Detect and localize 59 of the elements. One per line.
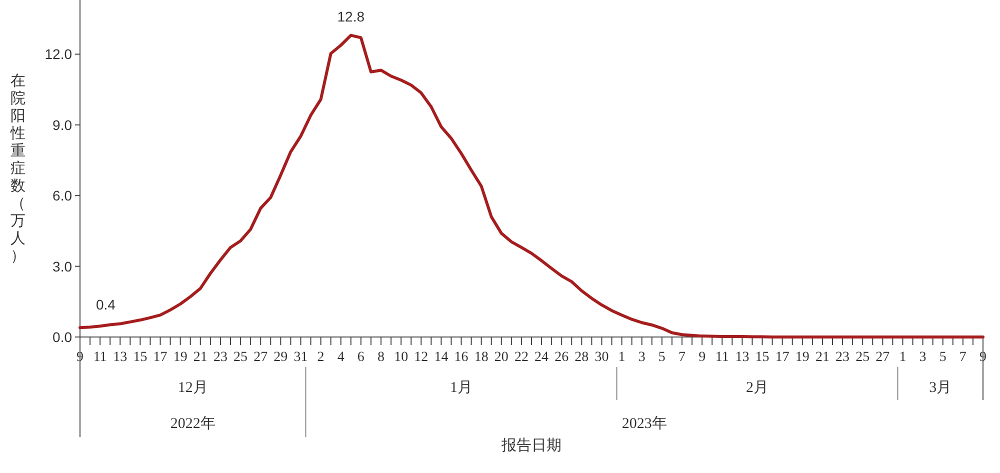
- x-tick-label: 29: [274, 350, 288, 365]
- x-tick-label: 13: [113, 350, 128, 365]
- y-tick-label: 0.0: [52, 329, 72, 345]
- x-tick-label: 3: [638, 350, 646, 365]
- x-tick-label: 9: [698, 350, 706, 365]
- y-tick-label: 6.0: [52, 188, 72, 204]
- x-tick-label: 17: [775, 350, 790, 365]
- x-tick-label: 18: [474, 350, 488, 365]
- x-tick-label: 15: [133, 350, 148, 365]
- x-tick-label: 16: [454, 350, 468, 365]
- x-tick-label: 6: [357, 350, 364, 365]
- x-tick-label: 20: [494, 350, 508, 365]
- x-tick-label: 7: [959, 350, 966, 365]
- y-tick-label: 3.0: [52, 258, 72, 274]
- text: 12月: [178, 380, 208, 396]
- x-tick-label: 25: [234, 350, 248, 365]
- x-tick-label: 23: [836, 350, 850, 365]
- x-tick-label: 11: [715, 350, 729, 365]
- x-tick-label: 10: [394, 350, 408, 365]
- x-tick-label: 22: [514, 350, 528, 365]
- y-tick-label: 9.0: [52, 116, 72, 133]
- data-label: 0.4: [96, 296, 116, 313]
- x-tick-label: 15: [755, 350, 770, 365]
- text: 1月: [450, 380, 473, 396]
- x-tick-label: 26: [554, 350, 569, 365]
- x-tick-label: 2: [317, 350, 324, 365]
- y-tick-label: 12.0: [44, 46, 72, 62]
- x-tick-label: 5: [658, 350, 666, 365]
- text: 在院阳性重症数（万人）: [10, 74, 26, 264]
- x-tick-label: 24: [534, 350, 549, 365]
- text: 3月: [929, 380, 952, 396]
- x-tick-label: 11: [93, 350, 107, 365]
- x-tick-label: 27: [876, 350, 890, 365]
- x-tick-label: 13: [735, 350, 750, 365]
- x-tick-label: 19: [795, 350, 810, 365]
- x-tick-label: 19: [173, 350, 188, 365]
- x-tick-label: 14: [434, 350, 448, 365]
- x-tick-label: 4: [337, 350, 344, 365]
- x-tick-label: 28: [574, 350, 589, 365]
- x-tick-label: 7: [678, 350, 686, 365]
- data-label: 12.8: [337, 8, 365, 24]
- x-tick-label: 31: [294, 350, 308, 365]
- text: 2月: [746, 380, 768, 396]
- x-tick-label: 1: [618, 350, 626, 365]
- x-tick-label: 1: [899, 350, 906, 365]
- x-tick-label: 12: [414, 350, 428, 365]
- x-tick-label: 23: [213, 350, 228, 365]
- x-tick-label: 25: [856, 350, 870, 365]
- text: 2022年: [170, 415, 216, 432]
- x-tick-label: 27: [254, 350, 268, 365]
- x-tick-label: 21: [815, 350, 830, 365]
- x-tick-label: 5: [939, 350, 946, 365]
- text: 2023年: [622, 415, 667, 432]
- x-tick-label: 30: [594, 350, 609, 365]
- x-tick-label: 8: [378, 350, 384, 365]
- x-tick-label: 3: [919, 350, 926, 365]
- x-axis-title: 报告日期: [500, 437, 562, 454]
- x-tick-label: 21: [193, 350, 208, 365]
- x-tick-label: 17: [153, 350, 168, 365]
